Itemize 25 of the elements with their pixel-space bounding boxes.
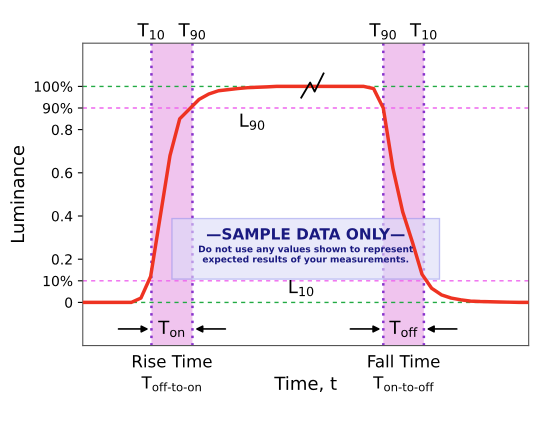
annotation: Do not use any values shown to represent expected results of your measurements.	[198, 245, 414, 264]
annotation: L$_{10}$	[290, 280, 314, 296]
text: Fall Time	[368, 354, 440, 368]
text: T$_{on-to-off}$	[373, 376, 434, 392]
y-tick-label: 100%	[34, 81, 72, 92]
text: T$_{10}$	[410, 23, 436, 40]
y-tick-label: 0.4	[52, 210, 72, 222]
y-tick-label: 0.8	[52, 124, 72, 136]
annotation: T$_{off}$	[389, 320, 418, 338]
y-tick-label: 10%	[44, 276, 72, 286]
text: T$_{90}$	[369, 23, 396, 40]
annotation: T$_{on}$	[158, 320, 184, 338]
annotation: L$_{90}$	[240, 114, 264, 130]
y-tick-label: 0	[65, 297, 72, 308]
y-axis-title: Luminance	[10, 146, 24, 242]
y-tick-label: 90%	[43, 102, 72, 114]
x-axis-title: Time, t	[274, 376, 337, 392]
text: T$_{off-to-on}$	[141, 376, 201, 392]
text: T$_{10}$	[137, 23, 164, 40]
y-tick-label: 0.6	[52, 168, 72, 178]
annotation: —SAMPLE DATA ONLY—	[206, 228, 404, 240]
y-tick-label: 0.2	[52, 254, 72, 265]
text: Rise Time	[132, 354, 212, 368]
line-series	[82, 84, 529, 304]
text: T$_{90}$	[178, 23, 205, 40]
